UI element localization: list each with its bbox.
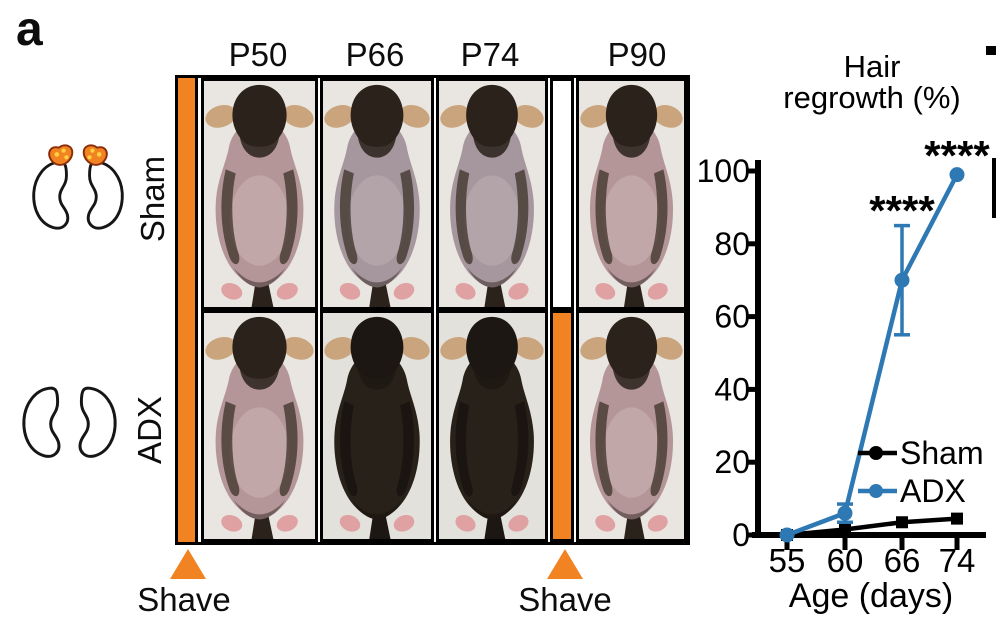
crop-artifact bbox=[992, 158, 996, 218]
mouse-photo-sham-p74 bbox=[436, 78, 548, 310]
svg-text:40: 40 bbox=[714, 371, 750, 407]
row-label-adx: ADX bbox=[131, 396, 168, 464]
svg-text:0: 0 bbox=[732, 517, 750, 553]
svg-text:60: 60 bbox=[714, 299, 750, 335]
svg-text:Hair: Hair bbox=[844, 49, 901, 84]
shave-arrow-icon-2 bbox=[547, 549, 583, 579]
svg-text:55: 55 bbox=[769, 542, 806, 579]
svg-text:regrowth (%): regrowth (%) bbox=[783, 80, 960, 115]
svg-text:****: **** bbox=[924, 132, 990, 179]
mouse-photo-sham-p90 bbox=[576, 78, 687, 310]
svg-text:ADX: ADX bbox=[900, 473, 966, 509]
svg-text:60: 60 bbox=[827, 542, 864, 579]
shave-arrow-icon-1 bbox=[170, 549, 206, 579]
column-header-p50: P50 bbox=[228, 36, 288, 73]
svg-text:80: 80 bbox=[714, 226, 750, 262]
svg-text:20: 20 bbox=[714, 444, 750, 480]
shave-label-2: Shave bbox=[518, 581, 612, 618]
adx-kidneys-icon bbox=[22, 386, 117, 458]
mouse-photo-adx-p74 bbox=[436, 310, 548, 542]
column-header-p66: P66 bbox=[345, 36, 405, 73]
shave-timeline-bar-1 bbox=[178, 78, 198, 542]
panel-label: a bbox=[16, 3, 44, 56]
column-header-p90: P90 bbox=[607, 36, 667, 73]
mouse-photo-adx-p90 bbox=[576, 310, 687, 542]
mouse-photo-adx-p66 bbox=[320, 310, 434, 542]
svg-text:100: 100 bbox=[697, 153, 750, 189]
shave-timeline-bar-2 bbox=[550, 310, 574, 542]
svg-text:Sham: Sham bbox=[900, 435, 984, 471]
mouse-photo-sham-p50 bbox=[201, 78, 318, 310]
column-header-p74: P74 bbox=[460, 36, 520, 73]
shave-label-1: Shave bbox=[137, 581, 231, 618]
row-label-sham: Sham bbox=[134, 155, 171, 243]
mouse-photo-adx-p50 bbox=[201, 310, 318, 542]
sham-kidneys-adrenals-icon bbox=[32, 144, 124, 230]
mouse-photo-grid bbox=[175, 75, 690, 545]
mouse-photo-sham-p66 bbox=[320, 78, 434, 310]
spacer-strip-top bbox=[550, 78, 574, 310]
crop-artifact bbox=[986, 46, 996, 55]
svg-text:Age (days): Age (days) bbox=[789, 577, 953, 615]
svg-text:66: 66 bbox=[884, 542, 921, 579]
svg-text:74: 74 bbox=[939, 542, 976, 579]
svg-text:****: **** bbox=[869, 187, 935, 234]
